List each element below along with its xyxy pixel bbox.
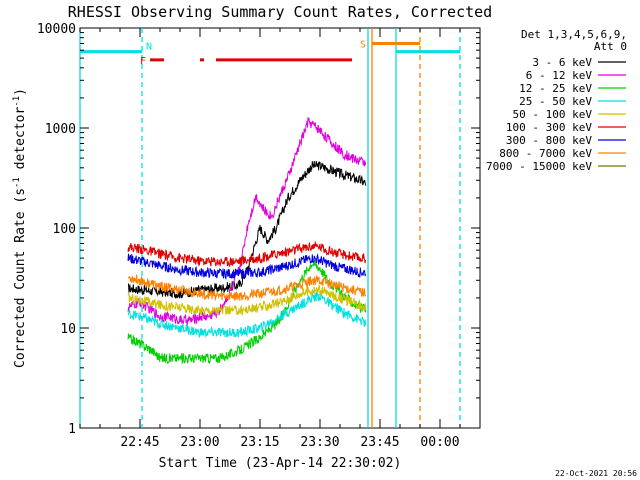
- y-tick-label-3: 1000: [45, 122, 76, 137]
- y-axis-label: Corrected Count Rate (s-1 detector-1): [12, 88, 28, 368]
- x-axis: 22:45 23:00 23:15 23:30 23:45 00:00: [79, 28, 481, 450]
- legend-label-7: 800 - 7000 keV: [499, 147, 592, 160]
- x-tick-label-0: 22:45: [120, 435, 159, 450]
- legend-label-1: 6 - 12 keV: [526, 69, 593, 82]
- y-axis-label-exp2: -1: [12, 96, 22, 107]
- series-line-6: [127, 253, 367, 280]
- y-tick-label-4: 10000: [37, 22, 76, 37]
- flag-label-N: N: [146, 42, 152, 53]
- x-tick-label-2: 23:15: [240, 435, 279, 450]
- legend-header-line1: Det 1,3,4,5,6,9,: [521, 28, 627, 41]
- generation-timestamp: 22-Oct-2021 20:56: [555, 469, 637, 478]
- legend-label-6: 300 - 800 keV: [506, 134, 592, 147]
- y-axis-label-mid: detector: [13, 107, 28, 178]
- series-line-4: [127, 283, 367, 316]
- series-line-1: [127, 117, 367, 326]
- x-tick-label-5: 00:00: [420, 435, 459, 450]
- x-axis-label: Start Time (23-Apr-14 22:30:02): [159, 456, 402, 471]
- legend-label-2: 12 - 25 keV: [519, 82, 592, 95]
- x-tick-label-1: 23:00: [180, 435, 219, 450]
- y-tick-label-0: 1: [68, 422, 76, 437]
- flag-bars: FN S: [80, 39, 460, 67]
- series-line-7: [127, 274, 367, 302]
- legend-label-5: 100 - 300 keV: [506, 121, 592, 134]
- series-line-2: [127, 258, 367, 365]
- legend-label-0: 3 - 6 keV: [532, 56, 592, 69]
- series-line-0: [127, 160, 367, 299]
- legend-header-line2: Att 0: [594, 40, 627, 53]
- x-tick-label-3: 23:30: [300, 435, 339, 450]
- y-tick-label-1: 10: [60, 322, 76, 337]
- series-layer: [127, 117, 367, 365]
- chart-title: RHESSI Observing Summary Count Rates, Co…: [68, 3, 492, 21]
- legend-label-4: 50 - 100 keV: [513, 108, 593, 121]
- legend-label-8: 7000 - 15000 keV: [486, 160, 592, 173]
- y-axis-label-main: Corrected Count Rate (s: [13, 188, 28, 368]
- y-axis: 1 10 100 1000 10000: [37, 22, 480, 437]
- y-tick-label-2: 100: [53, 222, 76, 237]
- legend-label-3: 25 - 50 keV: [519, 95, 592, 108]
- series-line-3: [127, 291, 367, 338]
- flag-label-S: S: [360, 39, 366, 50]
- y-axis-label-exp1: -1: [12, 177, 22, 188]
- y-axis-label-end: ): [13, 88, 28, 96]
- vertical-lines: [79, 28, 461, 428]
- x-tick-label-4: 23:45: [360, 435, 399, 450]
- flag-label-F: F: [140, 56, 146, 67]
- series-line-5: [127, 241, 367, 268]
